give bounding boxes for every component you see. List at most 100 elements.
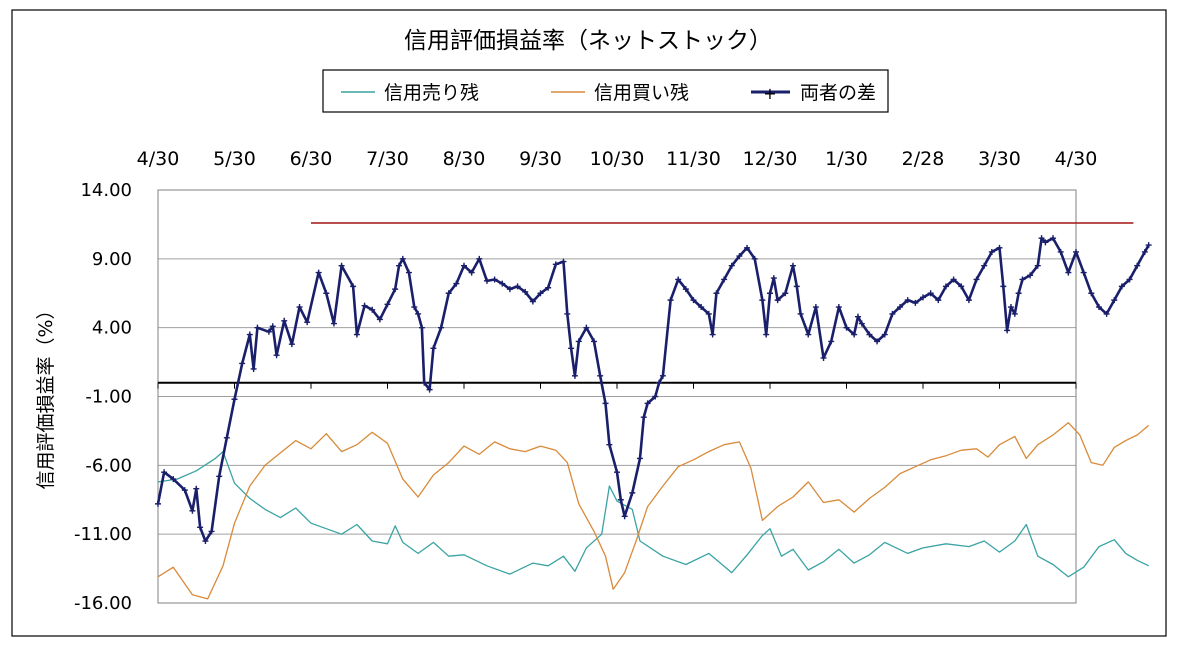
legend-label-short-balance: 信用売り残 <box>384 82 479 104</box>
difference-point <box>430 345 437 352</box>
difference-point <box>552 261 559 268</box>
difference-point <box>835 304 842 311</box>
difference-point <box>656 379 663 386</box>
difference-point <box>189 507 196 514</box>
difference-point <box>709 331 716 338</box>
difference-point <box>468 269 475 276</box>
difference-point <box>522 288 529 295</box>
difference-point <box>770 275 777 282</box>
x-tick-labels: 4/30 5/30 6/30 7/30 8/30 9/30 10/30 11/30 12/30 1… <box>137 148 1098 170</box>
difference-point <box>395 262 402 269</box>
difference-point <box>652 393 659 400</box>
x-tick-label: 3/30 <box>978 148 1021 170</box>
difference-point <box>1038 235 1045 242</box>
difference-point <box>881 331 888 338</box>
difference-point <box>445 290 452 297</box>
y-tick-label: -16.00 <box>74 593 132 614</box>
difference-point <box>805 331 812 338</box>
difference-point <box>981 262 988 269</box>
difference-point <box>736 253 743 260</box>
difference-point <box>296 304 303 311</box>
difference-point <box>659 372 666 379</box>
difference-point <box>1080 269 1087 276</box>
difference-point <box>1027 272 1034 279</box>
difference-point <box>602 400 609 407</box>
x-tick-label: 7/30 <box>366 148 409 170</box>
difference-point <box>384 301 391 308</box>
legend-label-difference: 両者の差 <box>800 82 876 104</box>
difference-point <box>193 485 200 492</box>
difference-point <box>793 283 800 290</box>
difference-point <box>675 276 682 283</box>
difference-point <box>476 255 483 262</box>
difference-point <box>231 396 238 403</box>
difference-point <box>350 283 357 290</box>
difference-point <box>1050 235 1057 242</box>
difference-point <box>411 304 418 311</box>
difference-point <box>583 324 590 331</box>
difference-point <box>545 284 552 291</box>
difference-point <box>667 297 674 304</box>
series-difference <box>156 236 1150 543</box>
difference-point <box>250 365 257 372</box>
chart-title: 信用評価損益率（ネットストック） <box>404 28 772 54</box>
difference-point <box>690 297 697 304</box>
difference-point <box>560 258 567 265</box>
difference-point <box>1004 327 1011 334</box>
y-tick-labels: 14.00 9.00 4.00 -1.00 -6.00 -11.00 -16.00 <box>74 180 132 614</box>
x-tick-label: 5/30 <box>213 148 256 170</box>
difference-point <box>713 290 720 297</box>
difference-point <box>1011 310 1018 317</box>
difference-point <box>1118 283 1125 290</box>
difference-point <box>897 304 904 311</box>
difference-point <box>499 280 506 287</box>
difference-point <box>273 352 280 359</box>
difference-point <box>866 331 873 338</box>
difference-point <box>636 455 643 462</box>
difference-point <box>1134 262 1141 269</box>
difference-point <box>858 320 865 327</box>
difference-point <box>606 441 613 448</box>
legend: 信用売り残 信用買い残 + 両者の差 <box>322 69 889 113</box>
plot-area <box>157 189 1077 604</box>
x-tick-label: 4/30 <box>1055 148 1098 170</box>
difference-point <box>392 286 399 293</box>
difference-point <box>281 317 288 324</box>
difference-point <box>728 262 735 269</box>
difference-point <box>828 338 835 345</box>
series-layer <box>155 222 1152 600</box>
difference-point <box>361 302 368 309</box>
difference-point <box>338 262 345 269</box>
difference-point <box>304 319 311 326</box>
difference-point <box>927 290 934 297</box>
difference-point <box>973 276 980 283</box>
difference-point <box>491 276 498 283</box>
y-tick-label: -1.00 <box>85 387 132 408</box>
difference-point <box>1057 248 1064 255</box>
difference-point <box>239 360 246 367</box>
difference-point <box>629 489 636 496</box>
y-tick-label: -11.00 <box>74 524 132 545</box>
difference-point <box>763 331 770 338</box>
difference-point <box>529 298 536 305</box>
legend-marker-difference: + <box>763 84 776 103</box>
y-tick-label: -6.00 <box>85 455 132 476</box>
difference-point <box>1042 239 1049 246</box>
difference-point <box>1111 297 1118 304</box>
difference-point <box>421 379 428 386</box>
chart-border <box>11 9 1167 637</box>
difference-point <box>208 528 215 535</box>
difference-point <box>767 290 773 297</box>
difference-point <box>170 476 177 483</box>
difference-point <box>874 338 881 345</box>
x-tick-label: 9/30 <box>519 148 562 170</box>
difference-point <box>1065 269 1072 276</box>
legend-box <box>322 69 889 113</box>
series-short-balance <box>157 450 1149 578</box>
difference-point <box>376 316 383 323</box>
x-tick-label: 1/30 <box>825 148 868 170</box>
x-tick-label: 10/30 <box>590 148 645 170</box>
x-tick-label: 8/30 <box>443 148 486 170</box>
